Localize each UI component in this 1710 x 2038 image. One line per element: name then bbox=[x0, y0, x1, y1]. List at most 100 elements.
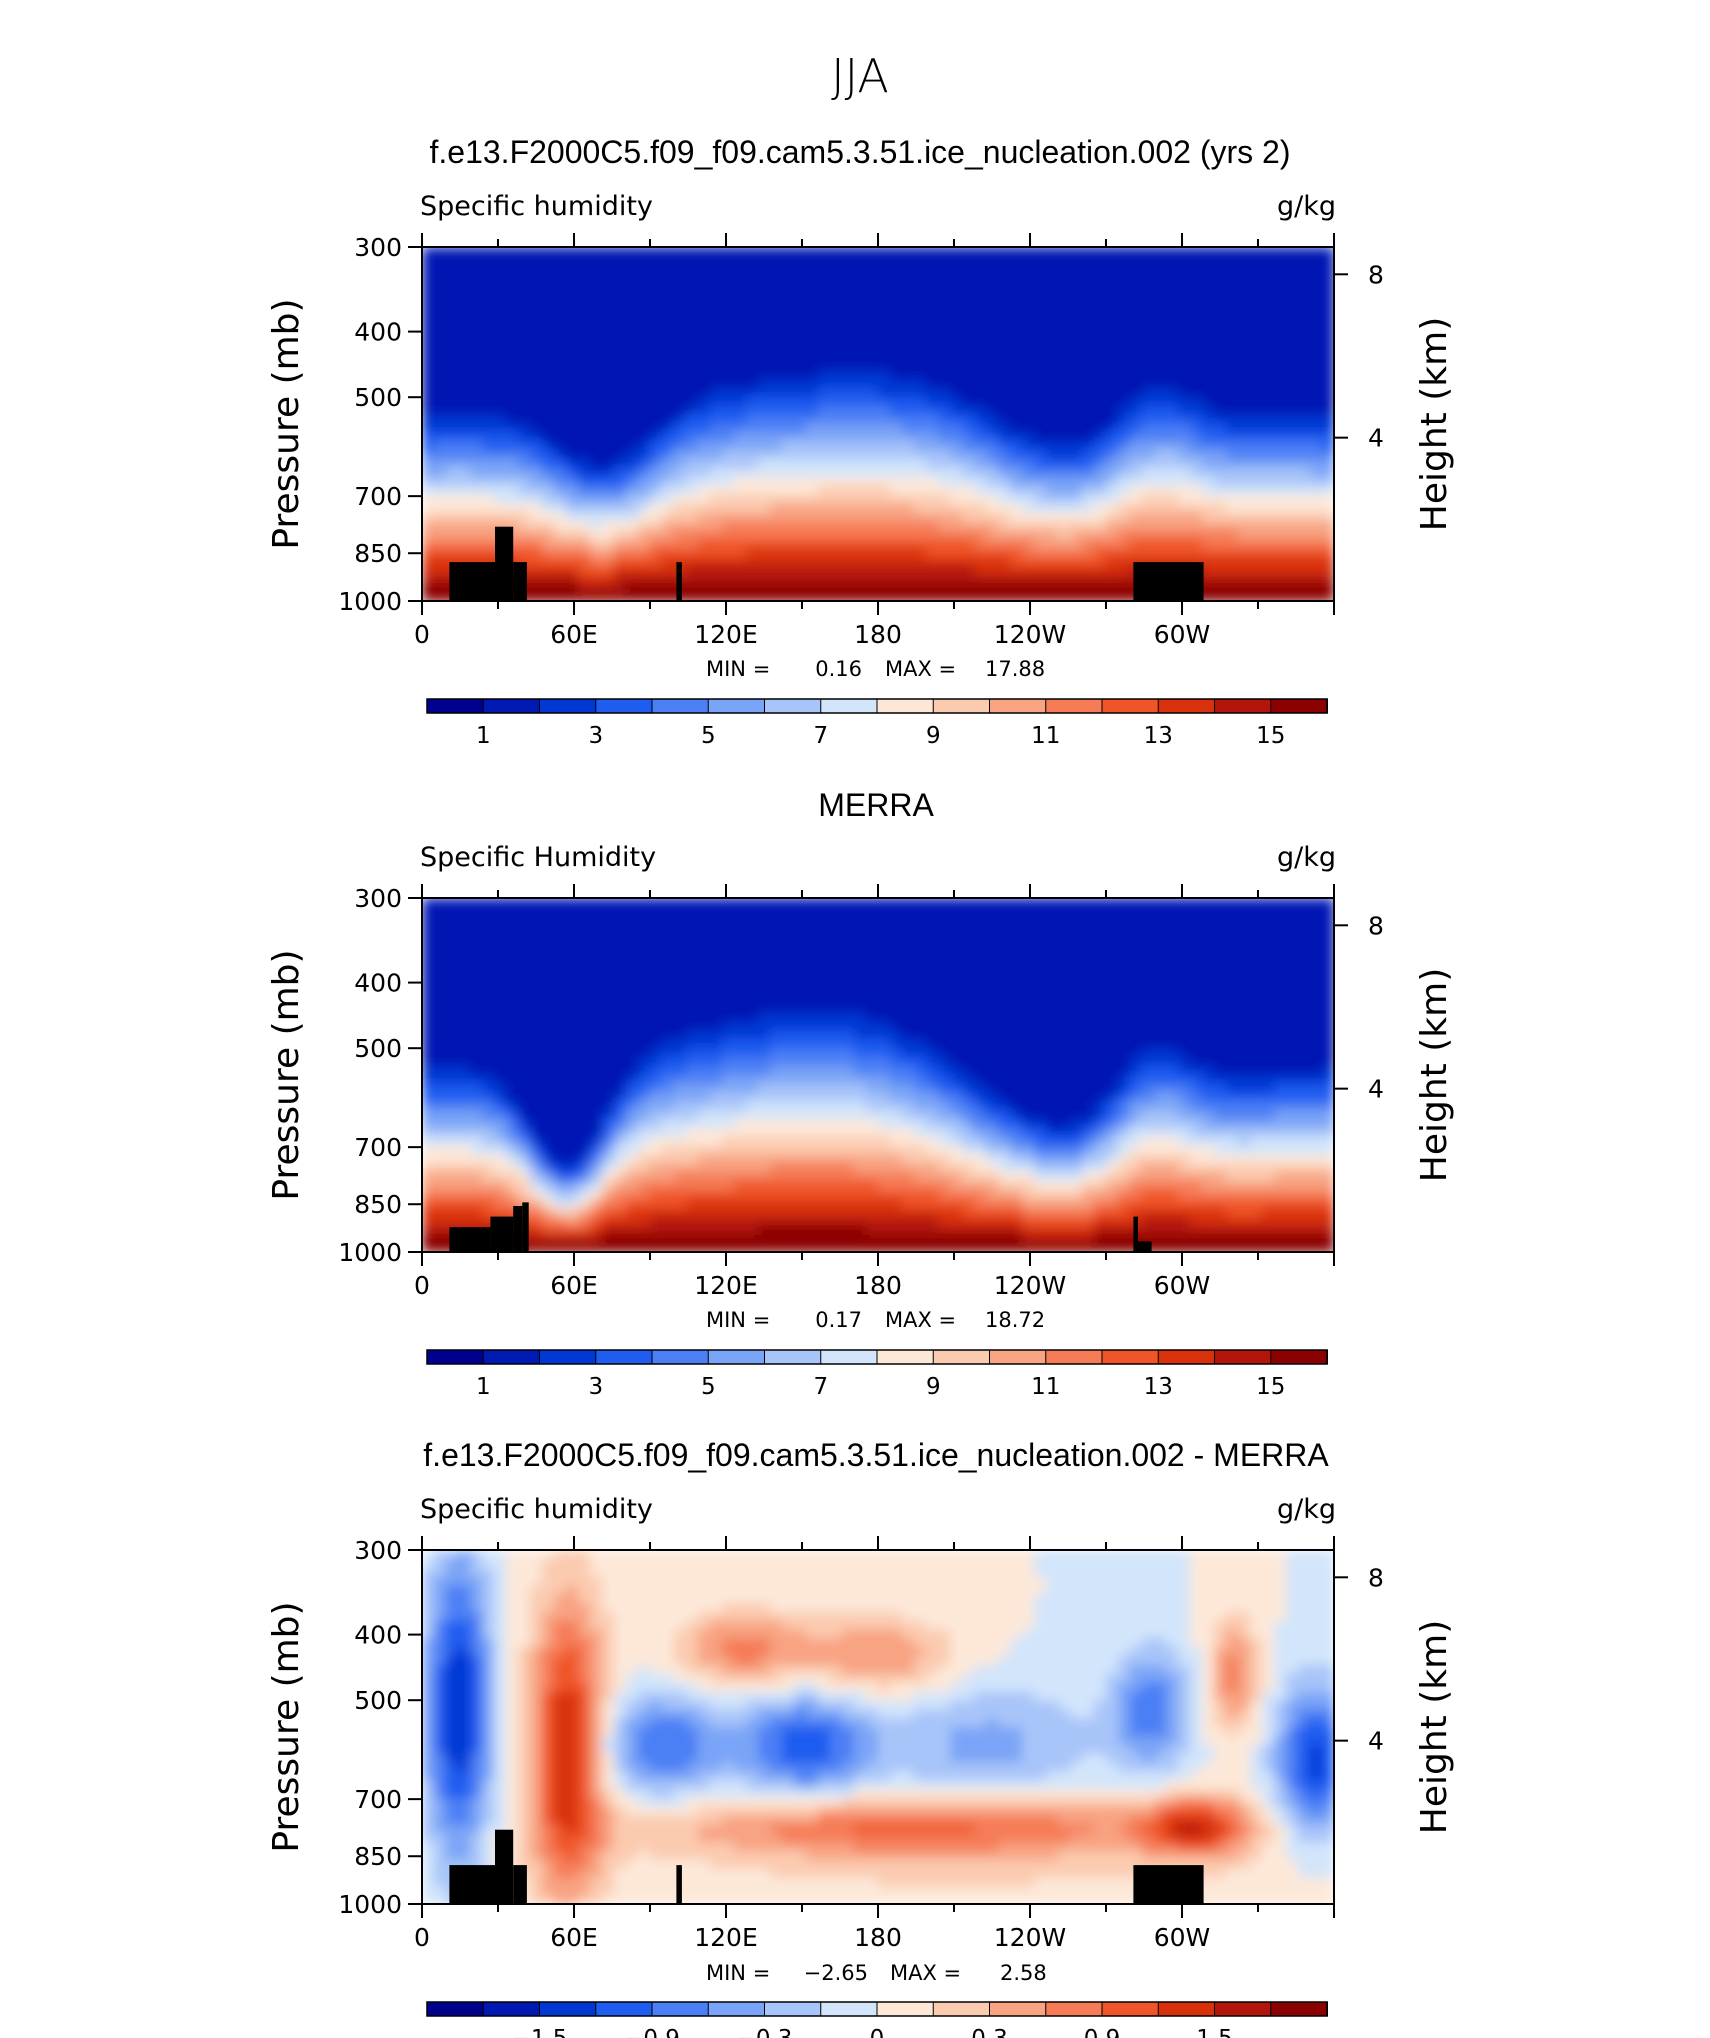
field-cell bbox=[722, 415, 735, 425]
field-cell bbox=[1226, 370, 1239, 381]
field-cell bbox=[542, 986, 555, 997]
field-cell bbox=[1214, 397, 1227, 408]
field-cell bbox=[434, 335, 447, 346]
field-cell bbox=[842, 1013, 855, 1023]
field-cell bbox=[794, 335, 807, 346]
field-cell bbox=[422, 273, 435, 284]
field-cell bbox=[482, 424, 495, 434]
field-cell bbox=[1310, 477, 1323, 487]
field-cell bbox=[938, 1225, 951, 1236]
field-cell bbox=[830, 521, 843, 531]
field-cell bbox=[794, 468, 807, 478]
field-cell bbox=[554, 1128, 567, 1138]
field-cell bbox=[674, 1225, 687, 1236]
field-cell bbox=[734, 521, 747, 531]
field-cell bbox=[830, 494, 843, 505]
field-cell bbox=[866, 273, 879, 284]
field-cell bbox=[794, 556, 807, 567]
field-cell bbox=[542, 933, 555, 944]
field-cell bbox=[698, 291, 711, 301]
field-cell bbox=[422, 1101, 435, 1112]
field-cell bbox=[878, 370, 891, 381]
field-cell bbox=[686, 468, 699, 478]
field-cell bbox=[578, 450, 591, 461]
field-cell bbox=[962, 1066, 975, 1076]
field-cell bbox=[1034, 362, 1047, 372]
field-cell bbox=[506, 494, 519, 505]
field-cell bbox=[818, 485, 831, 496]
field-cell bbox=[806, 933, 819, 944]
field-cell bbox=[470, 951, 483, 961]
field-cell bbox=[1022, 326, 1035, 337]
field-cell bbox=[602, 1190, 615, 1200]
field-cell bbox=[578, 592, 591, 601]
field-cell bbox=[1262, 485, 1275, 496]
field-cell bbox=[758, 986, 771, 997]
field-cell bbox=[830, 1030, 843, 1041]
field-cell bbox=[698, 1225, 711, 1236]
field-cell bbox=[854, 915, 867, 926]
field-cell bbox=[854, 898, 867, 908]
field-cell bbox=[746, 370, 759, 381]
field-cell bbox=[1202, 530, 1215, 540]
field-cell bbox=[746, 995, 759, 1005]
field-cell bbox=[542, 530, 555, 540]
field-cell bbox=[554, 503, 567, 514]
field-cell bbox=[662, 494, 675, 505]
field-cell bbox=[530, 255, 543, 266]
field-cell bbox=[914, 898, 927, 908]
field-cell bbox=[878, 1004, 891, 1014]
field-cell bbox=[914, 1243, 927, 1252]
field-cell bbox=[722, 512, 735, 523]
field-cell bbox=[854, 1136, 867, 1147]
field-cell bbox=[770, 335, 783, 346]
field-cell bbox=[710, 1234, 723, 1244]
field-cell bbox=[1130, 264, 1143, 275]
field-cell bbox=[1046, 344, 1059, 354]
field-cell bbox=[986, 450, 999, 461]
field-cell bbox=[1322, 335, 1334, 346]
field-cell bbox=[710, 539, 723, 549]
field-cell bbox=[758, 1119, 771, 1129]
field-cell bbox=[614, 1172, 627, 1182]
field-cell bbox=[758, 370, 771, 381]
field-cell bbox=[806, 592, 819, 601]
field-cell bbox=[818, 1101, 831, 1112]
field-cell bbox=[890, 1057, 903, 1067]
field-cell bbox=[854, 1190, 867, 1200]
field-cell bbox=[962, 1243, 975, 1252]
field-cell bbox=[1202, 574, 1215, 585]
field-cell bbox=[578, 1181, 591, 1191]
field-cell bbox=[662, 335, 675, 346]
field-cell bbox=[530, 942, 543, 952]
field-cell bbox=[914, 1163, 927, 1174]
field-cell bbox=[854, 450, 867, 461]
field-cell bbox=[842, 995, 855, 1005]
field-cell bbox=[794, 1101, 807, 1112]
field-cell bbox=[878, 477, 891, 487]
field-cell bbox=[1262, 397, 1275, 408]
field-cell bbox=[854, 951, 867, 961]
field-cell bbox=[602, 370, 615, 381]
field-cell bbox=[446, 468, 459, 478]
field-cell bbox=[1142, 521, 1155, 531]
field-cell bbox=[566, 432, 579, 443]
field-cell bbox=[866, 1048, 879, 1059]
field-cell bbox=[806, 1136, 819, 1147]
field-cell bbox=[938, 933, 951, 944]
field-cell bbox=[854, 512, 867, 523]
field-cell bbox=[602, 255, 615, 266]
field-cell bbox=[1010, 503, 1023, 514]
field-cell bbox=[746, 1172, 759, 1182]
field-cell bbox=[842, 494, 855, 505]
field-cell bbox=[602, 1198, 615, 1209]
field-cell bbox=[662, 300, 675, 310]
field-cell bbox=[1286, 255, 1299, 266]
field-cell bbox=[554, 986, 567, 997]
field-cell bbox=[974, 915, 987, 926]
field-cell bbox=[566, 1216, 579, 1227]
field-cell bbox=[638, 1039, 651, 1050]
field-cell bbox=[758, 1083, 771, 1094]
field-cell bbox=[566, 353, 579, 363]
field-cell bbox=[422, 317, 435, 328]
